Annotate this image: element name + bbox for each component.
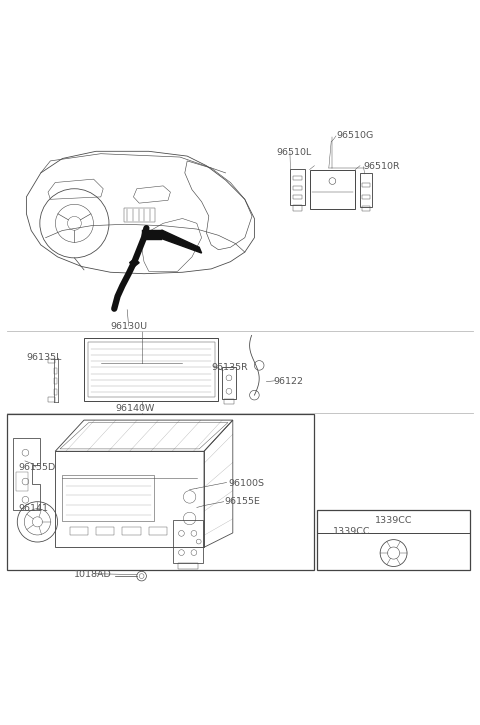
Text: 96155E: 96155E <box>225 497 261 506</box>
Text: 96130U: 96130U <box>110 321 147 331</box>
Text: 96100S: 96100S <box>228 479 264 488</box>
Text: 1339CC: 1339CC <box>333 527 370 536</box>
Bar <box>362 183 370 187</box>
Bar <box>70 526 88 535</box>
Bar <box>48 359 55 363</box>
Bar <box>362 207 370 211</box>
Text: 96510G: 96510G <box>336 131 373 141</box>
Bar <box>54 389 57 394</box>
Bar <box>62 476 154 521</box>
Bar <box>293 186 302 190</box>
Text: 96155D: 96155D <box>18 463 56 472</box>
Bar <box>224 399 234 405</box>
Bar <box>293 205 302 211</box>
Bar <box>55 451 204 547</box>
Bar <box>222 368 236 399</box>
Bar <box>293 176 302 180</box>
Bar <box>88 342 215 397</box>
Bar <box>142 230 162 240</box>
Text: 96140W: 96140W <box>115 404 155 413</box>
Text: 1018AD: 1018AD <box>74 570 112 579</box>
Bar <box>54 378 57 384</box>
Bar <box>290 169 305 205</box>
Bar <box>317 510 470 570</box>
Text: 96510L: 96510L <box>276 148 311 157</box>
Bar <box>124 208 155 222</box>
Polygon shape <box>162 230 202 253</box>
Bar <box>16 472 28 491</box>
Bar <box>122 526 141 535</box>
Text: 96122: 96122 <box>274 377 303 386</box>
Text: 96135L: 96135L <box>26 353 62 362</box>
Bar <box>178 563 198 569</box>
Bar <box>310 170 355 209</box>
Bar <box>173 520 203 563</box>
Bar <box>84 339 218 401</box>
Bar <box>48 397 55 402</box>
Polygon shape <box>130 259 139 267</box>
Bar <box>362 196 370 199</box>
Bar <box>360 173 372 207</box>
Bar <box>293 196 302 199</box>
Text: 96141: 96141 <box>18 505 48 513</box>
Bar <box>54 368 57 373</box>
Bar <box>96 526 114 535</box>
Bar <box>149 526 167 535</box>
Text: 96135R: 96135R <box>211 362 248 372</box>
Text: 1339CC: 1339CC <box>375 516 412 525</box>
Bar <box>7 414 314 570</box>
Text: 96510R: 96510R <box>364 162 400 171</box>
